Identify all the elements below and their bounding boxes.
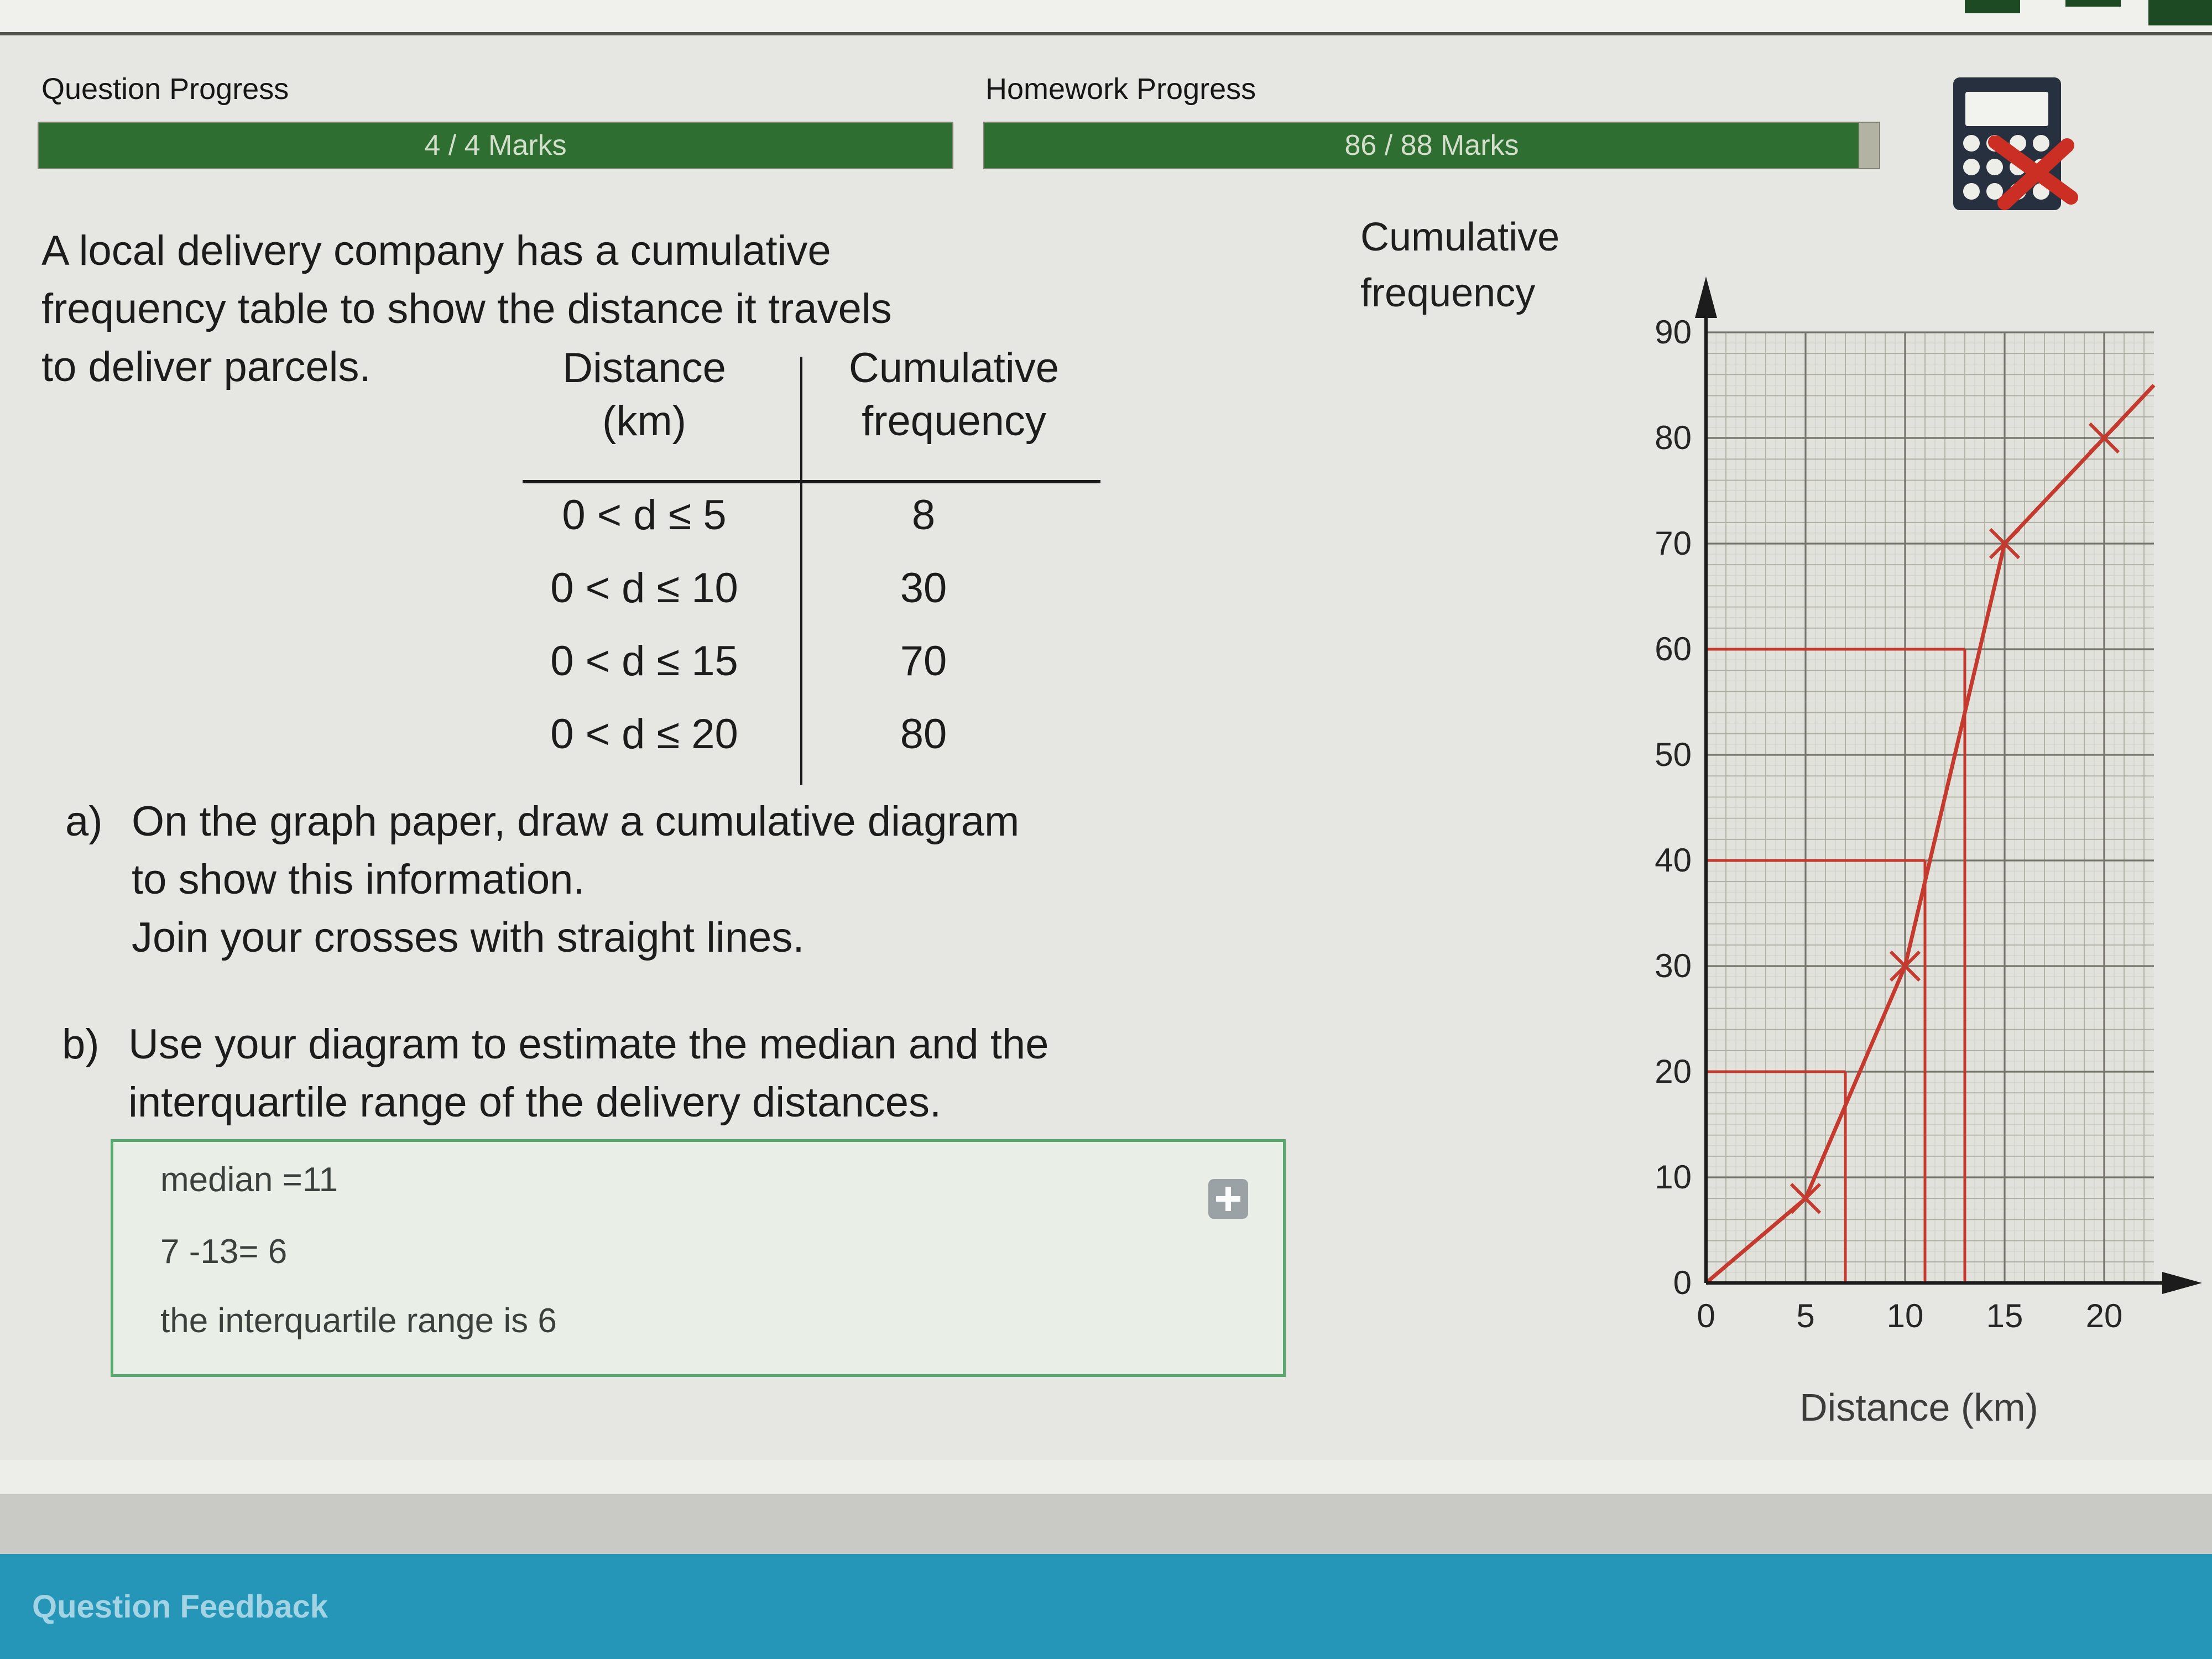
table-row-cf: 70: [900, 638, 947, 685]
cumulative-frequency-graph[interactable]: 0 10 20 30 40 50 60 70 80 90 0 5 10 15 20: [1631, 238, 2212, 1427]
table-row-distance: 0 < d ≤ 10: [550, 565, 738, 612]
answer-box[interactable]: [111, 1139, 1286, 1377]
homework-progress-label: Homework Progress: [985, 72, 1256, 106]
table-row-distance: 0 < d ≤ 15: [550, 638, 738, 685]
answer-line-iqr: the interquartile range is 6: [160, 1302, 557, 1340]
question-intro-line: frequency table to show the distance it …: [41, 285, 892, 332]
homework-progress-value: 86 / 88 Marks: [1344, 129, 1519, 161]
svg-text:30: 30: [1655, 947, 1692, 984]
question-feedback-bar[interactable]: [0, 1554, 2212, 1659]
table-row-distance: 0 < d ≤ 5: [562, 492, 727, 539]
answer-line-median: median =11: [160, 1161, 338, 1199]
part-a-line: Join your crosses with straight lines.: [132, 914, 805, 961]
chart-xlabel: Distance (km): [1799, 1386, 2038, 1429]
svg-text:0: 0: [1697, 1297, 1715, 1334]
footer-gray-band: [0, 1494, 2212, 1554]
table-row-cf: 80: [900, 711, 947, 758]
question-progress-value: 4 / 4 Marks: [424, 129, 567, 161]
homework-progress-bar: 86 / 88 Marks: [983, 122, 1880, 169]
chart-ylabel-line: Cumulative: [1360, 215, 1560, 259]
svg-text:0: 0: [1673, 1264, 1692, 1301]
table-header-distance: Distance: [562, 345, 726, 392]
calculator-screen: [1965, 92, 2048, 126]
table-divider-horizontal: [523, 480, 1100, 483]
table-row-cf: 8: [911, 492, 936, 539]
part-b-line: Use your diagram to estimate the median …: [128, 1021, 1049, 1068]
svg-text:80: 80: [1655, 419, 1692, 456]
top-edge-artifact: [1965, 0, 2020, 13]
top-edge-artifact: [2065, 0, 2121, 7]
question-feedback-label[interactable]: Question Feedback: [32, 1589, 328, 1625]
table-header-frequency: frequency: [862, 398, 1046, 445]
top-edge-artifact: [2148, 0, 2212, 25]
top-strip: [0, 0, 2212, 32]
table-header-distance-unit: (km): [602, 398, 686, 445]
svg-text:15: 15: [1986, 1297, 2023, 1334]
svg-text:5: 5: [1796, 1297, 1814, 1334]
svg-text:20: 20: [1655, 1053, 1692, 1090]
question-intro-line: A local delivery company has a cumulativ…: [41, 227, 831, 274]
red-cross-icon: [1988, 135, 2078, 210]
table-header-cumulative: Cumulative: [848, 345, 1060, 392]
footer-light-band: [0, 1460, 2212, 1494]
svg-text:90: 90: [1655, 314, 1692, 351]
part-a-line: to show this information.: [132, 856, 585, 903]
question-intro-line: to deliver parcels.: [41, 343, 371, 390]
chart-ylabel-line: frequency: [1360, 271, 1536, 315]
plus-expand-icon[interactable]: [1208, 1179, 1248, 1219]
svg-text:70: 70: [1655, 525, 1692, 562]
table-divider-vertical: [800, 357, 802, 785]
part-b-line: interquartile range of the delivery dist…: [128, 1079, 942, 1126]
table-row-cf: 30: [900, 565, 947, 612]
question-progress-label: Question Progress: [41, 72, 289, 106]
answer-line-working: 7 -13= 6: [160, 1233, 288, 1271]
homework-progress-fill: [984, 123, 1859, 168]
table-row-distance: 0 < d ≤ 20: [550, 711, 738, 758]
svg-text:50: 50: [1655, 736, 1692, 773]
svg-text:10: 10: [1655, 1159, 1692, 1196]
svg-text:60: 60: [1655, 630, 1692, 667]
part-b-label: b): [62, 1021, 100, 1068]
svg-text:20: 20: [2086, 1297, 2123, 1334]
part-a-label: a): [65, 798, 103, 845]
top-separator-line: [0, 32, 2212, 35]
svg-text:10: 10: [1887, 1297, 1924, 1334]
part-a-line: On the graph paper, draw a cumulative di…: [132, 798, 1020, 845]
question-progress-bar: 4 / 4 Marks: [38, 122, 953, 169]
svg-text:40: 40: [1655, 842, 1692, 879]
